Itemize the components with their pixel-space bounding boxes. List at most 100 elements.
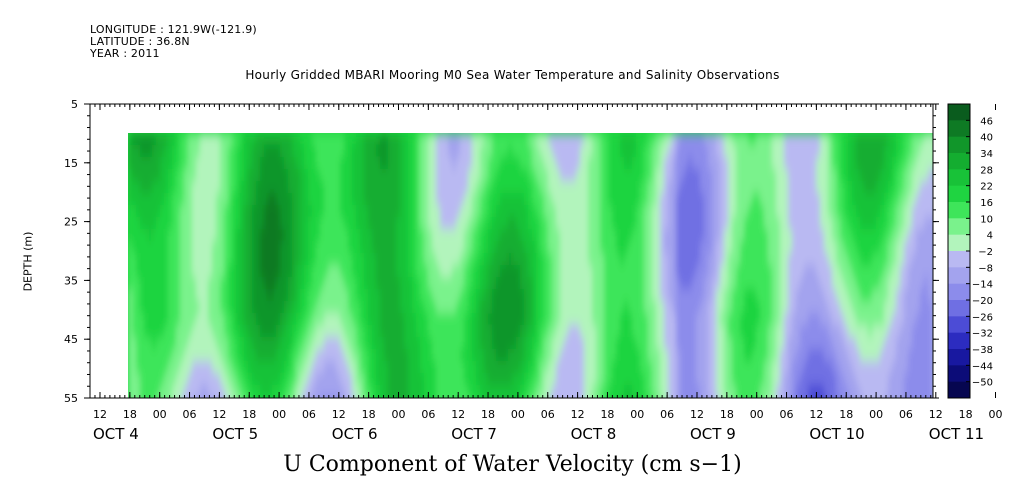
heat-cell <box>804 301 809 314</box>
heat-cell <box>520 169 525 182</box>
heat-cell <box>220 169 225 182</box>
heat-cell <box>700 313 705 326</box>
heat-cell <box>252 301 257 314</box>
heat-cell <box>708 229 713 242</box>
heat-cell <box>612 229 617 242</box>
heat-cell <box>456 133 461 146</box>
heat-cell <box>632 301 637 314</box>
heat-cell <box>848 253 853 266</box>
heat-cell <box>356 373 361 386</box>
heat-cell <box>688 229 693 242</box>
heat-cell <box>216 157 221 170</box>
heat-cell <box>384 373 389 386</box>
heat-cell <box>192 229 197 242</box>
heat-cell <box>248 289 253 302</box>
heat-cell <box>300 193 305 206</box>
heat-cell <box>768 181 773 194</box>
heat-cell <box>904 337 909 350</box>
heat-cell <box>440 181 445 194</box>
heat-cell <box>860 373 865 386</box>
heat-cell <box>848 133 853 146</box>
heat-cell <box>248 265 253 278</box>
heat-cell <box>420 169 425 182</box>
heat-cell <box>836 181 841 194</box>
heat-cell <box>824 301 829 314</box>
heat-cell <box>264 325 269 338</box>
heat-cell <box>148 277 153 290</box>
heat-cell <box>892 253 897 266</box>
heat-cell <box>412 265 417 278</box>
heat-cell <box>488 265 493 278</box>
heat-cell <box>608 217 613 230</box>
heat-cell <box>740 229 745 242</box>
heat-cell <box>916 301 921 314</box>
heat-cell <box>800 133 805 146</box>
heat-cell <box>136 133 141 146</box>
heat-cell <box>744 217 749 230</box>
heat-cell <box>400 289 405 302</box>
heat-cell <box>800 157 805 170</box>
heat-cell <box>664 361 669 374</box>
heat-cell <box>412 133 417 146</box>
heat-cell <box>716 133 721 146</box>
heat-cell <box>232 241 237 254</box>
heat-cell <box>780 133 785 146</box>
heat-cell <box>780 205 785 218</box>
heat-cell <box>200 361 205 374</box>
heat-cell <box>812 337 817 350</box>
heat-cell <box>592 349 597 362</box>
heat-cell <box>832 385 837 398</box>
heat-cell <box>176 157 181 170</box>
heat-cell <box>272 277 277 290</box>
heat-cell <box>428 361 433 374</box>
heat-cell <box>504 301 509 314</box>
heat-cell <box>196 361 201 374</box>
heat-cell <box>468 241 473 254</box>
heat-cell <box>560 385 565 398</box>
heat-cell <box>696 205 701 218</box>
heat-cell <box>492 313 497 326</box>
heat-cell <box>580 277 585 290</box>
heat-cell <box>388 385 393 398</box>
heat-cell <box>844 361 849 374</box>
heat-cell <box>684 397 689 398</box>
heat-cell <box>652 277 657 290</box>
heat-cell <box>380 229 385 242</box>
heat-cell <box>848 241 853 254</box>
heat-cell <box>388 133 393 146</box>
heat-cell <box>596 289 601 302</box>
heat-cell <box>424 229 429 242</box>
heat-cell <box>388 337 393 350</box>
heat-cell <box>168 349 173 362</box>
heat-cell <box>348 157 353 170</box>
heat-cell <box>376 349 381 362</box>
heat-cell <box>280 385 285 398</box>
heat-cell <box>768 337 773 350</box>
heat-cell <box>872 241 877 254</box>
heat-cell <box>840 325 845 338</box>
heat-cell <box>796 205 801 218</box>
heat-cell <box>836 313 841 326</box>
heat-cell <box>768 325 773 338</box>
heat-cell <box>468 253 473 266</box>
heat-cell <box>812 361 817 374</box>
heat-cell <box>684 241 689 254</box>
heat-cell <box>472 253 477 266</box>
heat-cell <box>508 169 513 182</box>
heat-cell <box>352 145 357 158</box>
heat-cell <box>392 193 397 206</box>
heat-cell <box>668 385 673 398</box>
heat-cell <box>348 217 353 230</box>
heat-cell <box>336 169 341 182</box>
heat-cell <box>340 265 345 278</box>
heat-cell <box>796 265 801 278</box>
heat-cell <box>308 253 313 266</box>
heat-cell <box>252 289 257 302</box>
heat-cell <box>244 169 249 182</box>
heat-cell <box>644 325 649 338</box>
heat-cell <box>884 145 889 158</box>
heat-cell <box>268 349 273 362</box>
heat-cell <box>600 193 605 206</box>
heat-cell <box>304 301 309 314</box>
